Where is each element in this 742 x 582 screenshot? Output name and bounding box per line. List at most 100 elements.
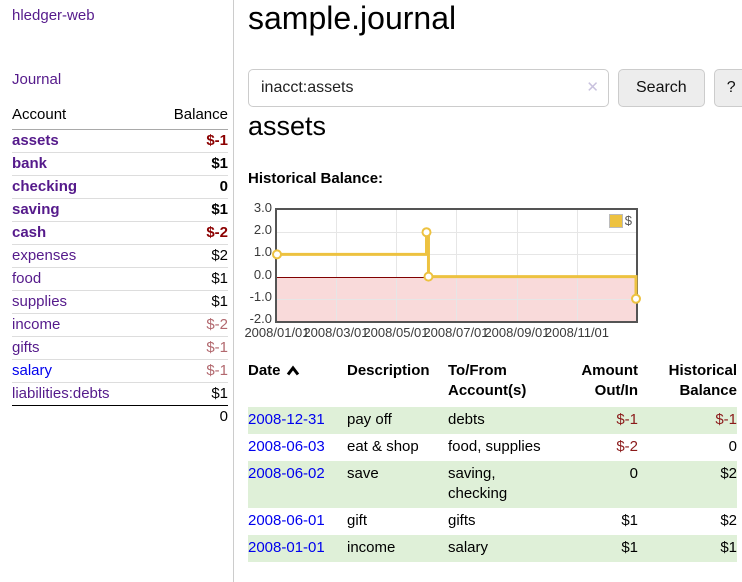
account-link-income[interactable]: income <box>12 316 61 333</box>
account-link-checking[interactable]: checking <box>12 178 78 195</box>
transaction-date-link[interactable]: 2008-06-02 <box>248 465 325 482</box>
horizontal-gridline <box>277 232 636 234</box>
accounts-header-row: Account Balance <box>12 106 228 130</box>
column-header-accounts: To/From Account(s) <box>448 362 527 399</box>
balance-column-header: Balance <box>150 106 228 130</box>
transaction-description: gift <box>347 512 368 529</box>
chart-plot-area: $ <box>272 208 641 323</box>
vertical-gridline <box>576 210 578 321</box>
search-form: ✕ Search ? <box>248 69 742 107</box>
account-balance: $-2 <box>150 313 228 337</box>
register-row: 2008-01-01 income salary $1 $1 <box>248 535 737 562</box>
clear-search-icon[interactable]: ✕ <box>586 79 599 96</box>
sidebar-item-journal[interactable]: Journal <box>12 71 62 88</box>
y-axis-tick-label: 2.0 <box>253 222 272 238</box>
transaction-description: save <box>347 465 379 482</box>
account-link-bank[interactable]: bank <box>12 155 48 172</box>
transaction-description: eat & shop <box>347 438 419 455</box>
account-link-gifts[interactable]: gifts <box>12 339 40 356</box>
transaction-date-link[interactable]: 2008-12-31 <box>248 411 325 428</box>
chart-legend: $ <box>607 213 633 228</box>
register-row: 2008-12-31 pay off debts $-1 $-1 <box>248 407 737 434</box>
account-row: salary $-1 <box>12 359 228 383</box>
transaction-accounts: saving, checking <box>448 465 508 502</box>
search-input[interactable] <box>248 69 609 107</box>
transaction-description: pay off <box>347 411 392 428</box>
series-color-swatch <box>608 213 623 228</box>
account-link-salary[interactable]: salary <box>12 362 53 379</box>
search-help-button[interactable]: ? <box>713 69 742 107</box>
account-balance: $-1 <box>150 336 228 360</box>
register-table: Date Description To/From Account(s) Amou… <box>248 360 737 562</box>
y-axis-tick-label: 3.0 <box>253 200 272 215</box>
transaction-accounts: food, supplies <box>448 438 541 455</box>
y-axis-tick-label: 0.0 <box>253 266 272 282</box>
account-row: saving $1 <box>12 198 228 222</box>
account-row: expenses $2 <box>12 244 228 268</box>
x-axis-tick-label: 2008/09/01 <box>484 325 550 340</box>
transaction-date-link[interactable]: 2008-06-01 <box>248 512 325 529</box>
account-row: income $-2 <box>12 313 228 337</box>
legend-label: $ <box>624 213 632 228</box>
sidebar-divider <box>233 0 234 582</box>
sort-ascending-icon <box>286 365 299 376</box>
transaction-balance: $1 <box>720 539 737 556</box>
account-row: gifts $-1 <box>12 336 228 360</box>
x-axis-tick-label: 2008/07/01 <box>423 325 489 340</box>
register-row: 2008-06-01 gift gifts $1 $2 <box>248 508 737 535</box>
x-axis-tick-label: 2008/01/01 <box>244 325 310 340</box>
horizontal-gridline <box>277 298 636 300</box>
vertical-gridline <box>396 210 397 321</box>
account-link-cash[interactable]: cash <box>12 224 47 241</box>
transaction-accounts: debts <box>448 411 485 428</box>
x-axis-tick-label: 2008/11/01 <box>544 325 610 340</box>
transaction-balance: $2 <box>720 465 737 482</box>
account-balance: $-1 <box>150 359 228 383</box>
account-link-food[interactable]: food <box>12 270 42 287</box>
account-row: assets $-1 <box>12 129 228 153</box>
transaction-balance: $2 <box>720 512 737 529</box>
account-balance: $1 <box>150 267 228 291</box>
accounts-total-balance: 0 <box>150 405 228 428</box>
account-balance: $-2 <box>150 221 228 245</box>
register-row: 2008-06-03 eat & shop food, supplies $-2… <box>248 434 737 461</box>
account-link-assets[interactable]: assets <box>12 132 59 149</box>
transaction-accounts: gifts <box>448 512 476 529</box>
vertical-gridline <box>456 210 457 321</box>
account-link-supplies[interactable]: supplies <box>12 293 68 310</box>
x-axis-tick-label: 2008/05/01 <box>363 325 429 340</box>
transaction-amount: $-1 <box>616 411 638 428</box>
horizontal-gridline <box>277 254 636 256</box>
transaction-date-link[interactable]: 2008-06-03 <box>248 438 325 455</box>
vertical-gridline <box>516 210 518 321</box>
account-heading: assets <box>248 111 327 141</box>
transaction-amount: $-2 <box>616 438 638 455</box>
historical-balance-chart: $ 3.0 2.0 1.0 0.0 -1.0 -2.0 2008/01/01 2008/03/… <box>244 196 742 348</box>
column-header-balance: Historical Balance <box>668 362 737 399</box>
account-balance: $1 <box>211 385 228 402</box>
search-button[interactable]: Search <box>618 69 705 107</box>
app-title-link[interactable]: hledger-web <box>12 7 95 24</box>
register-row: 2008-06-02 save saving, checking 0 $2 <box>248 461 737 508</box>
balance-step-line <box>272 227 641 304</box>
column-header-date[interactable]: Date <box>248 360 347 407</box>
account-link-saving[interactable]: saving <box>12 201 60 218</box>
transaction-amount: 0 <box>629 465 638 482</box>
x-axis-tick-label: 2008/03/01 <box>303 325 369 340</box>
account-row: supplies $1 <box>12 290 228 314</box>
transaction-balance: 0 <box>728 438 737 455</box>
transaction-date-link[interactable]: 2008-01-01 <box>248 539 325 556</box>
account-balance: $1 <box>150 290 228 314</box>
chart-title: Historical Balance: <box>248 170 384 187</box>
account-balance: $1 <box>150 152 228 176</box>
transaction-balance: $-1 <box>715 411 737 428</box>
transaction-amount: $1 <box>621 512 638 529</box>
account-balance: 0 <box>150 175 228 199</box>
account-row: liabilities:debts $1 <box>12 383 228 406</box>
account-balance: $-1 <box>150 129 228 153</box>
account-link-liabilities-debts[interactable]: liabilities:debts <box>12 385 110 402</box>
column-header-amount: Amount Out/In <box>581 362 638 399</box>
register-header-row: Date Description To/From Account(s) Amou… <box>248 360 737 407</box>
account-link-expenses[interactable]: expenses <box>12 247 77 264</box>
column-header-description: Description <box>347 362 430 379</box>
